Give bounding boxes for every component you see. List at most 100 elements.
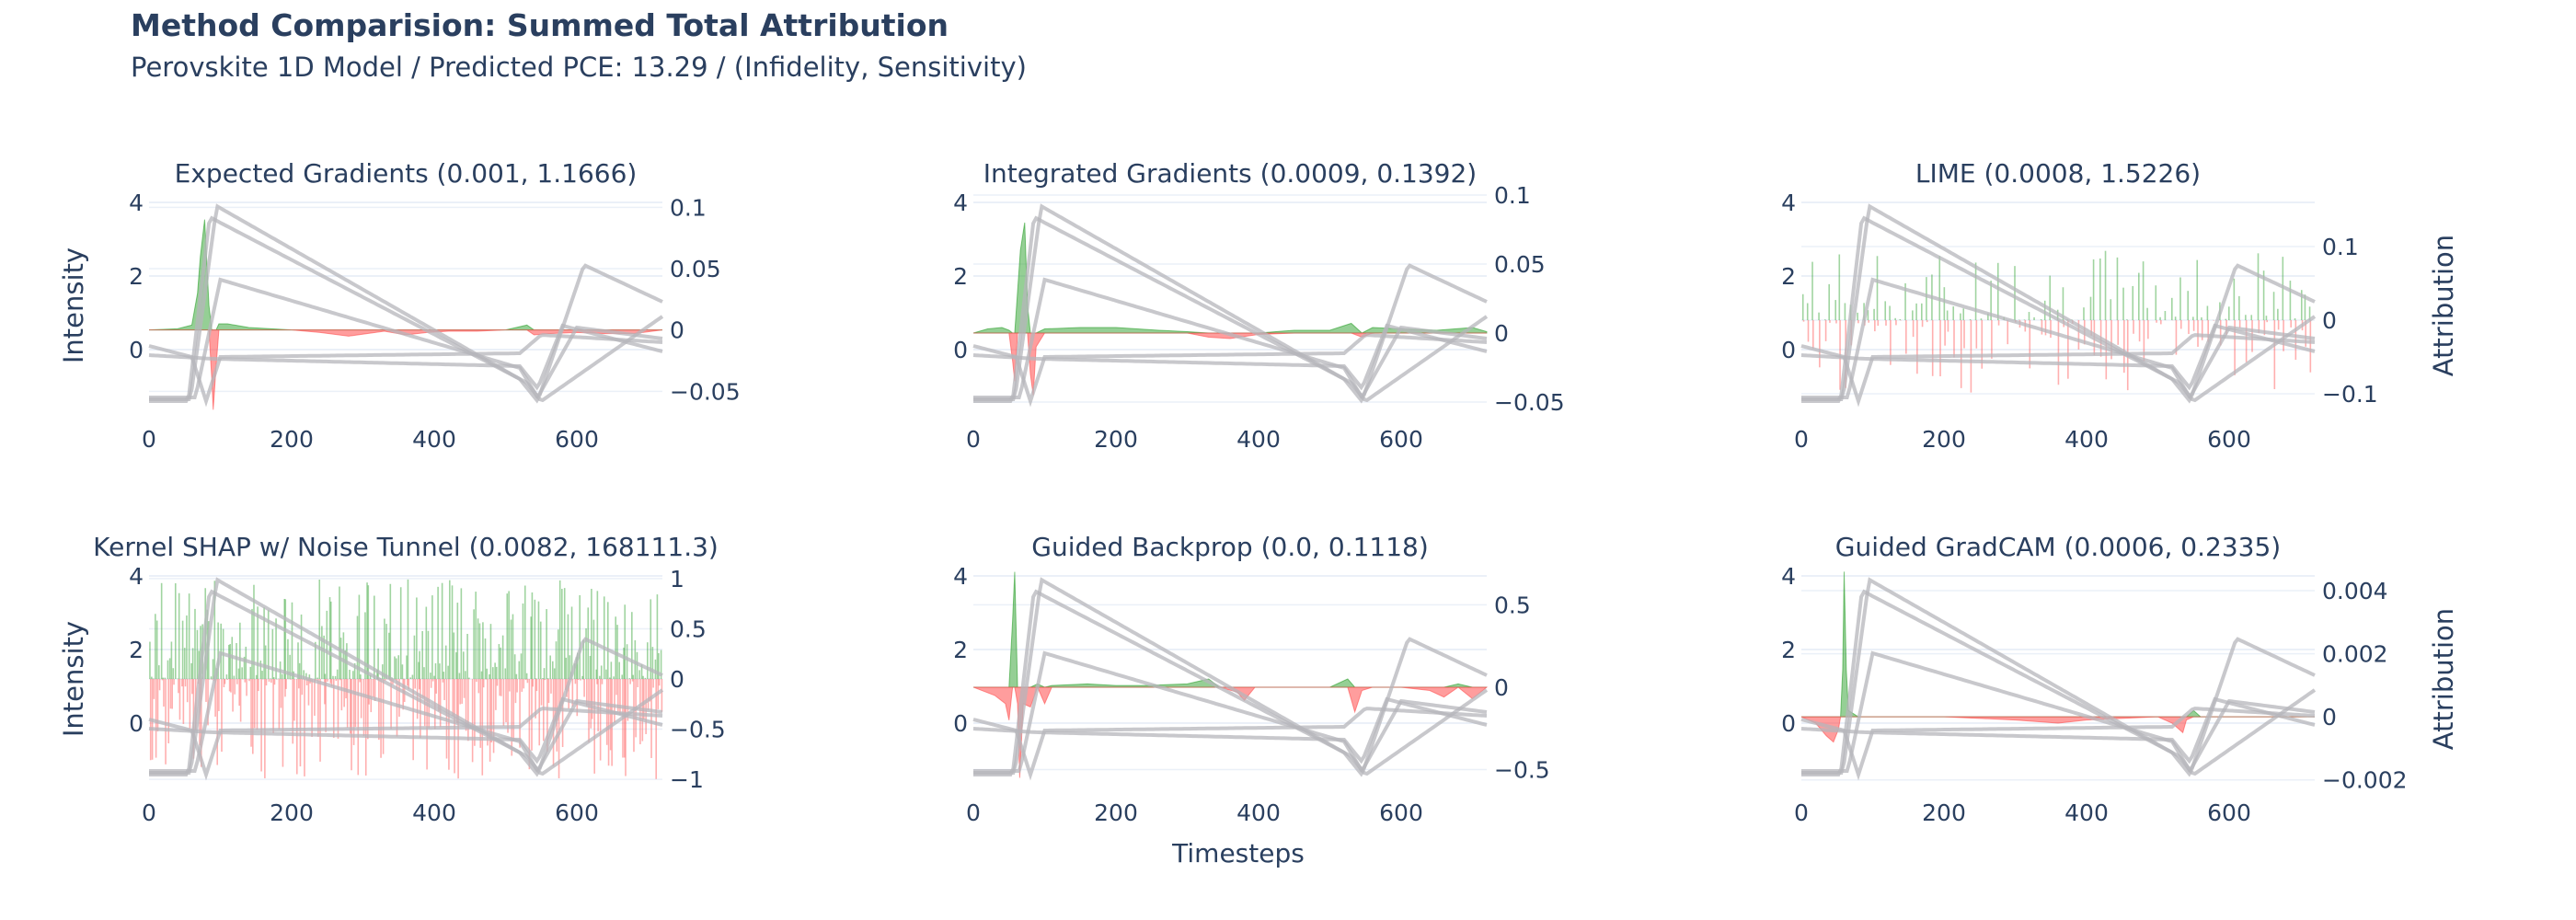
subplot-4: Kernel SHAP w/ Noise Tunnel (0.0082, 168…	[58, 532, 726, 826]
right-tick-label: 0	[2322, 307, 2337, 334]
left-tick-label: 4	[1781, 563, 1796, 590]
right-tick-label: 0.1	[1494, 182, 1531, 209]
x-tick-label: 200	[1922, 799, 1966, 826]
x-tick-label: 600	[2207, 799, 2251, 826]
x-tick-label: 400	[412, 799, 456, 826]
intensity-curve	[972, 323, 1488, 391]
left-axis-label: Intensity	[58, 247, 89, 363]
intensity-curve	[148, 707, 663, 781]
subplot-1: Expected Gradients (0.001, 1.1666) 4 2 0 0.1…	[58, 158, 741, 453]
x-tick-label: 0	[142, 799, 156, 826]
left-tick-label: 2	[1781, 263, 1796, 290]
subplot-title: Guided GradCAM (0.0006, 0.2335)	[1835, 532, 2281, 562]
x-tick-label: 400	[2064, 799, 2109, 826]
right-tick-label: 0	[1494, 320, 1509, 347]
left-tick-label: 0	[1781, 337, 1796, 363]
x-tick-label: 400	[412, 426, 456, 453]
right-tick-label: 0.5	[670, 615, 707, 642]
x-axis-label: Timesteps	[1171, 838, 1305, 868]
left-tick-label: 0	[129, 337, 144, 363]
intensity-curve	[973, 577, 1488, 777]
intensity-curve	[1800, 707, 2316, 781]
intensity-curve	[148, 696, 663, 765]
left-tick-label: 4	[953, 190, 968, 216]
right-axis-label: Attribution	[2428, 608, 2459, 750]
right-tick-label: 0.5	[1494, 592, 1531, 618]
subplot-5: Guided Backprop (0.0, 0.1118) 4 2 0 0.5 0 −0.5…	[953, 532, 1550, 826]
x-tick-label: 0	[1794, 426, 1809, 453]
intensity-curve	[148, 333, 663, 408]
intensity-curve	[972, 707, 1488, 781]
right-tick-label: 0.002	[2322, 641, 2388, 668]
left-tick-label: 2	[129, 263, 144, 290]
intensity-curve	[1800, 333, 2316, 408]
x-tick-label: 600	[2207, 426, 2251, 453]
right-tick-label: −0.05	[1494, 389, 1565, 416]
left-tick-label: 4	[129, 563, 144, 590]
intensity-curve	[148, 323, 663, 391]
x-tick-label: 400	[1236, 799, 1281, 826]
x-tick-label: 0	[142, 426, 156, 453]
right-tick-label: 0	[670, 666, 684, 693]
right-tick-label: −1	[670, 766, 704, 793]
intensity-curve	[973, 215, 1489, 403]
intensity-curve	[973, 589, 1489, 776]
intensity-curve	[1801, 577, 2316, 777]
left-tick-label: 2	[953, 637, 968, 663]
subplot-6: Guided GradCAM (0.0006, 0.2335) 4 2 0 0.004 0…	[1781, 532, 2459, 826]
chart-title: Method Comparision: Summed Total Attribu…	[131, 7, 949, 43]
negative-attribution-area	[1800, 716, 2315, 743]
chart-subtitle: Perovskite 1D Model / Predicted PCE: 13.…	[131, 52, 1027, 83]
left-tick-label: 4	[129, 190, 144, 216]
x-tick-label: 400	[2064, 426, 2109, 453]
right-tick-label: −0.5	[670, 717, 726, 743]
subplot-title: Guided Backprop (0.0, 0.1118)	[1031, 532, 1429, 562]
x-tick-label: 400	[1236, 426, 1281, 453]
subplot-title: Integrated Gradients (0.0009, 0.1392)	[983, 158, 1477, 189]
right-tick-label: 0	[2322, 704, 2337, 730]
intensity-curve	[149, 577, 663, 777]
right-tick-label: −0.1	[2322, 381, 2378, 408]
right-tick-label: −0.05	[670, 378, 741, 405]
left-tick-label: 4	[1781, 190, 1796, 216]
x-tick-label: 0	[966, 799, 981, 826]
intensity-curve	[149, 589, 664, 776]
x-tick-label: 200	[270, 426, 314, 453]
right-tick-label: 0.05	[1494, 251, 1546, 278]
subplot-grid: Expected Gradients (0.001, 1.1666) 4 2 0 0.1…	[58, 158, 2459, 826]
left-tick-label: 2	[129, 637, 144, 663]
x-tick-label: 200	[1094, 799, 1138, 826]
right-tick-label: 0	[670, 317, 684, 344]
intensity-curve	[972, 696, 1488, 765]
intensity-curve	[973, 203, 1488, 404]
subplot-title: LIME (0.0008, 1.5226)	[1915, 158, 2201, 189]
right-tick-label: −0.5	[1494, 757, 1550, 784]
subplot-title: Expected Gradients (0.001, 1.1666)	[175, 158, 638, 189]
x-tick-label: 200	[1922, 426, 1966, 453]
left-tick-label: 4	[953, 563, 968, 590]
left-tick-label: 0	[129, 710, 144, 737]
intensity-curve	[149, 203, 663, 404]
right-tick-label: 0.1	[670, 194, 707, 221]
right-axis-label: Attribution	[2428, 235, 2459, 376]
right-tick-label: 1	[670, 566, 684, 592]
right-tick-label: 0	[1494, 674, 1509, 701]
subplot-2: Integrated Gradients (0.0009, 0.1392) 4 20…	[953, 158, 1565, 453]
positive-attribution-area	[972, 222, 1488, 334]
left-tick-label: 0	[953, 710, 968, 737]
x-tick-label: 200	[1094, 426, 1138, 453]
right-tick-label: 0.1	[2322, 234, 2359, 260]
x-tick-label: 600	[1379, 426, 1423, 453]
left-axis-label: Intensity	[58, 621, 89, 737]
left-tick-label: 2	[1781, 637, 1796, 663]
intensity-curve	[149, 215, 664, 403]
positive-attribution-area	[1801, 571, 2315, 718]
x-tick-label: 600	[1379, 799, 1423, 826]
left-tick-label: 0	[1781, 710, 1796, 737]
left-tick-label: 0	[953, 337, 968, 363]
intensity-curve	[1800, 696, 2316, 765]
x-tick-label: 0	[966, 426, 981, 453]
subplot-title: Kernel SHAP w/ Noise Tunnel (0.0082, 168…	[93, 532, 719, 562]
negative-attribution-area	[149, 329, 663, 410]
